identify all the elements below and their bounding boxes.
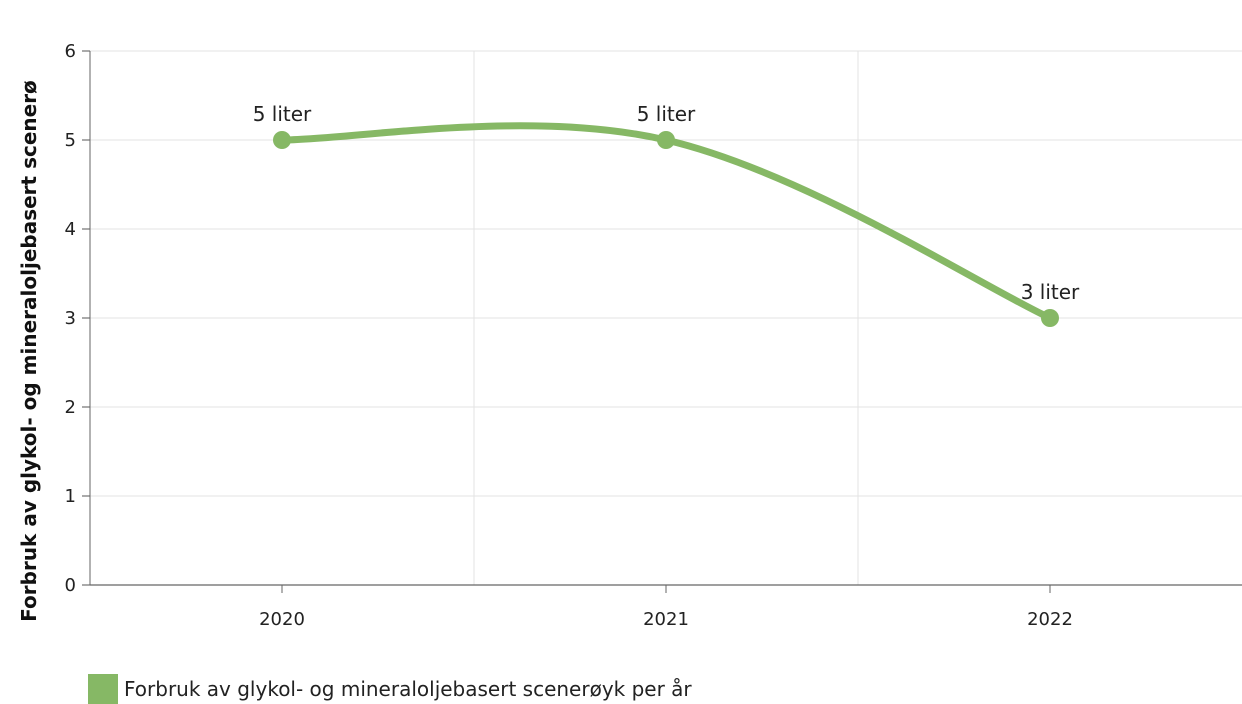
data-label: 3 liter xyxy=(1021,280,1080,304)
legend: Forbruk av glykol- og mineraloljebasert … xyxy=(88,674,692,704)
y-axis-label: Forbruk av glykol- og mineraloljebasert … xyxy=(17,80,41,622)
axes: 0 1 2 3 4 5 6 2020 2021 2022 xyxy=(65,41,1242,630)
data-labels: 5 liter 5 liter 3 liter xyxy=(253,102,1080,304)
y-tick-label: 1 xyxy=(65,486,76,507)
y-tick-label: 3 xyxy=(65,308,76,329)
data-point[interactable] xyxy=(273,131,291,149)
y-tick-label: 2 xyxy=(65,397,76,418)
y-tick-label: 0 xyxy=(65,575,76,596)
legend-swatch xyxy=(88,674,118,704)
data-point[interactable] xyxy=(657,131,675,149)
legend-label: Forbruk av glykol- og mineraloljebasert … xyxy=(124,677,692,701)
x-tick-label: 2021 xyxy=(643,609,689,630)
x-tick-label: 2022 xyxy=(1027,609,1073,630)
y-tick-label: 6 xyxy=(65,41,76,62)
x-tick-label: 2020 xyxy=(259,609,305,630)
data-point[interactable] xyxy=(1041,309,1059,327)
y-tick-label: 4 xyxy=(65,219,76,240)
series-layer xyxy=(273,122,1059,327)
series-line xyxy=(278,122,1054,322)
data-label: 5 liter xyxy=(253,102,312,126)
y-tick-label: 5 xyxy=(65,130,76,151)
data-label: 5 liter xyxy=(637,102,696,126)
